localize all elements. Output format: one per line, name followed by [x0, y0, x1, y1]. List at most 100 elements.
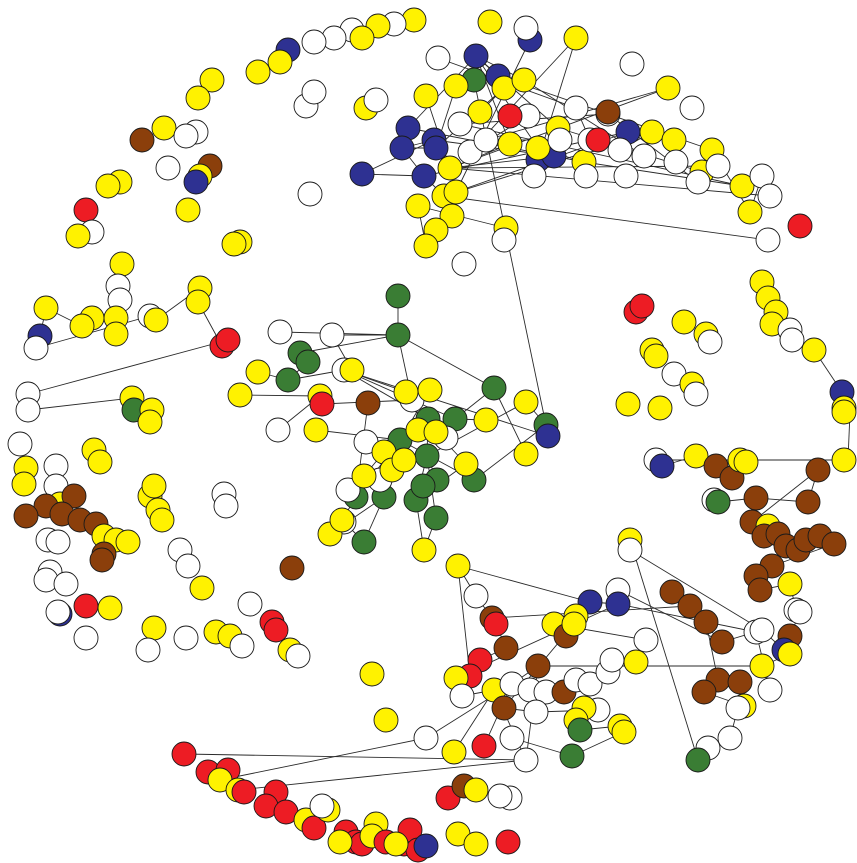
white-node	[413, 725, 439, 751]
red-node	[483, 611, 509, 637]
white-node	[513, 15, 539, 41]
white-node	[45, 599, 71, 625]
white-node	[599, 647, 625, 673]
yellow-node	[141, 615, 167, 641]
yellow-node	[463, 777, 489, 803]
yellow-node	[383, 831, 409, 857]
yellow-node	[411, 537, 437, 563]
white-node	[463, 583, 489, 609]
white-node	[363, 87, 389, 113]
green-node	[410, 473, 436, 499]
white-node	[749, 617, 775, 643]
yellow-node	[151, 115, 177, 141]
yellow-node	[149, 507, 175, 533]
yellow-node	[185, 85, 211, 111]
white-node	[547, 127, 573, 153]
white-node	[425, 45, 451, 71]
edge	[219, 737, 427, 781]
yellow-node	[103, 321, 129, 347]
yellow-node	[417, 377, 443, 403]
red-node	[231, 779, 257, 805]
edge	[475, 55, 539, 149]
yellow-node	[373, 707, 399, 733]
white-node	[451, 251, 477, 277]
edge	[183, 753, 527, 761]
edge	[27, 339, 229, 395]
yellow-node	[831, 447, 857, 473]
red-node	[471, 733, 497, 759]
edge	[629, 539, 699, 761]
brown-node	[61, 483, 87, 509]
white-node	[73, 625, 99, 651]
white-node	[175, 553, 201, 579]
yellow-node	[393, 379, 419, 405]
yellow-node	[137, 409, 163, 435]
yellow-node	[749, 653, 775, 679]
yellow-node	[445, 553, 471, 579]
yellow-node	[141, 473, 167, 499]
white-node	[787, 599, 813, 625]
white-node	[45, 529, 71, 555]
edge	[457, 565, 591, 603]
white-node	[491, 227, 517, 253]
edge	[343, 369, 549, 437]
brown-node	[13, 503, 39, 529]
yellow-node	[115, 529, 141, 555]
brown-node	[525, 653, 551, 679]
yellow-node	[453, 451, 479, 477]
white-node	[473, 127, 499, 153]
red-node	[73, 593, 99, 619]
white-node	[617, 537, 643, 563]
white-node	[521, 163, 547, 189]
green-node	[481, 375, 507, 401]
yellow-node	[801, 337, 827, 363]
white-node	[757, 183, 783, 209]
yellow-node	[623, 649, 649, 675]
white-node	[725, 695, 751, 721]
yellow-node	[327, 829, 353, 855]
brown-node	[129, 127, 155, 153]
yellow-node	[497, 131, 523, 157]
yellow-node	[359, 661, 385, 687]
yellow-node	[405, 193, 431, 219]
yellow-node	[245, 359, 271, 385]
yellow-node	[611, 719, 637, 745]
white-node	[499, 725, 525, 751]
yellow-node	[221, 231, 247, 257]
white-node	[229, 633, 255, 659]
yellow-node	[473, 407, 499, 433]
yellow-node	[647, 395, 673, 421]
yellow-node	[467, 99, 493, 125]
nodes-layer	[7, 7, 857, 863]
yellow-node	[339, 357, 365, 383]
navy-node	[349, 161, 375, 187]
white-node	[213, 493, 239, 519]
brown-node	[279, 555, 305, 581]
brown-node	[595, 99, 621, 125]
navy-node	[463, 43, 489, 69]
white-node	[717, 725, 743, 751]
edge	[239, 394, 321, 397]
yellow-node	[733, 449, 759, 475]
green-node	[414, 443, 440, 469]
yellow-node	[329, 507, 355, 533]
yellow-node	[175, 197, 201, 223]
yellow-node	[143, 307, 169, 333]
red-node	[787, 213, 813, 239]
navy-node	[411, 163, 437, 189]
white-node	[513, 747, 539, 773]
yellow-node	[477, 9, 503, 35]
edge	[629, 549, 763, 631]
brown-node	[691, 679, 717, 705]
yellow-node	[413, 233, 439, 259]
green-node	[351, 529, 377, 555]
yellow-node	[65, 223, 91, 249]
white-node	[15, 397, 41, 423]
white-node	[285, 643, 311, 669]
brown-node	[491, 695, 517, 721]
green-node	[275, 367, 301, 393]
white-node	[613, 163, 639, 189]
yellow-node	[513, 441, 539, 467]
white-node	[779, 327, 805, 353]
navy-node	[649, 453, 675, 479]
